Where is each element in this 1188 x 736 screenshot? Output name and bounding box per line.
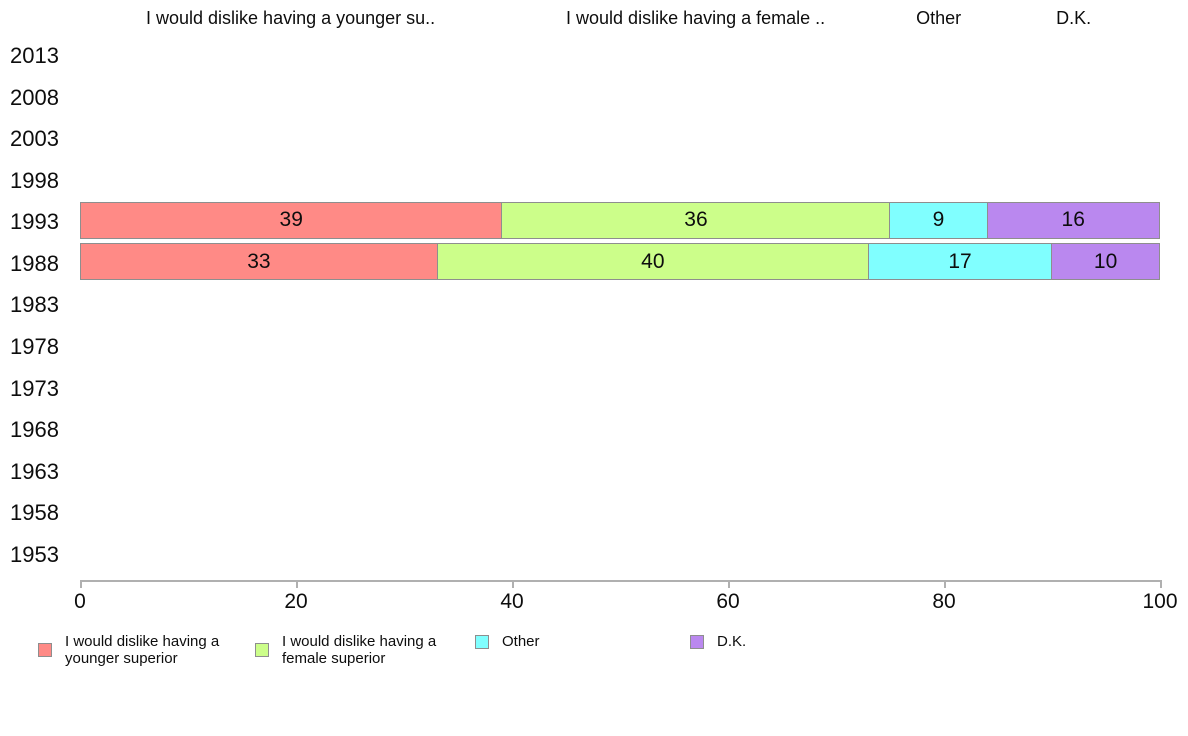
x-axis-tick-label: 40 xyxy=(500,590,524,613)
legend-label: Other xyxy=(502,633,540,650)
bar-value-label: 17 xyxy=(948,249,972,273)
legend-swatch xyxy=(38,643,52,657)
y-axis-label: 1988 xyxy=(10,250,59,276)
x-axis-tick xyxy=(1160,580,1162,588)
bar-segment: 10 xyxy=(1051,244,1159,280)
bar-segment: 40 xyxy=(436,244,868,280)
y-axis-label: 1973 xyxy=(10,375,59,401)
x-axis-tick-label: 0 xyxy=(74,590,86,613)
column-header: Other xyxy=(916,8,962,28)
bar-segment: 17 xyxy=(867,244,1052,280)
column-header: I would dislike having a younger su.. xyxy=(146,8,436,28)
bar-value-label: 33 xyxy=(247,249,271,273)
bar-segment: 39 xyxy=(81,202,502,238)
y-axis-label: 1953 xyxy=(10,541,59,567)
y-axis-label: 1993 xyxy=(10,209,59,235)
bar-value-label: 9 xyxy=(932,208,945,232)
bar-segment: 9 xyxy=(889,202,987,238)
y-axis-label: 1998 xyxy=(10,167,59,193)
bar-row-1993: 39 36 9 16 xyxy=(80,201,1160,239)
legend-item: I would dislike having a female superior xyxy=(255,633,454,667)
bar-value-label: 36 xyxy=(684,208,708,232)
bar-value-label: 16 xyxy=(1061,208,1085,232)
y-axis-label: 2008 xyxy=(10,84,59,110)
legend-item: D.K. xyxy=(690,633,746,650)
column-header: D.K. xyxy=(1056,8,1092,28)
legend-label: I would dislike having a younger superio… xyxy=(65,633,220,667)
bar-segment: 33 xyxy=(81,244,437,280)
x-axis-tick-label: 60 xyxy=(716,590,740,613)
column-header: I would dislike having a female .. xyxy=(566,8,826,28)
legend-swatch xyxy=(475,634,489,649)
legend-label: D.K. xyxy=(717,633,747,650)
bar-segment: 36 xyxy=(501,202,890,238)
x-axis-line xyxy=(80,580,1162,582)
y-axis-label: 1983 xyxy=(10,292,59,318)
legend-swatch xyxy=(690,634,704,649)
legend-swatch xyxy=(255,643,269,657)
x-axis-tick-label: 80 xyxy=(932,590,956,613)
x-axis-tick-label: 100 xyxy=(1142,590,1178,613)
y-axis-label: 1968 xyxy=(10,417,59,443)
y-axis-label: 2013 xyxy=(10,43,59,68)
bar-value-label: 40 xyxy=(641,249,665,273)
legend-item: I would dislike having a younger superio… xyxy=(38,633,237,667)
x-axis-tick-label: 20 xyxy=(284,590,308,613)
bar-value-label: 10 xyxy=(1093,249,1118,273)
y-axis-label: 1958 xyxy=(10,500,59,526)
x-axis-tick xyxy=(80,580,82,588)
bar-value-label: 39 xyxy=(279,208,303,232)
x-axis-tick xyxy=(944,580,946,588)
bar-row-1988: 33 40 17 10 xyxy=(80,243,1160,281)
x-axis-tick xyxy=(296,580,298,588)
y-axis-label: 2003 xyxy=(10,126,59,152)
y-axis-label: 1963 xyxy=(10,458,59,484)
bar-segment: 16 xyxy=(986,202,1159,238)
legend-item: Other xyxy=(475,633,540,650)
x-axis-tick xyxy=(728,580,730,588)
legend-label: I would dislike having a female superior xyxy=(282,633,437,667)
x-axis-tick xyxy=(512,580,514,588)
y-axis-label: 1978 xyxy=(10,334,59,360)
